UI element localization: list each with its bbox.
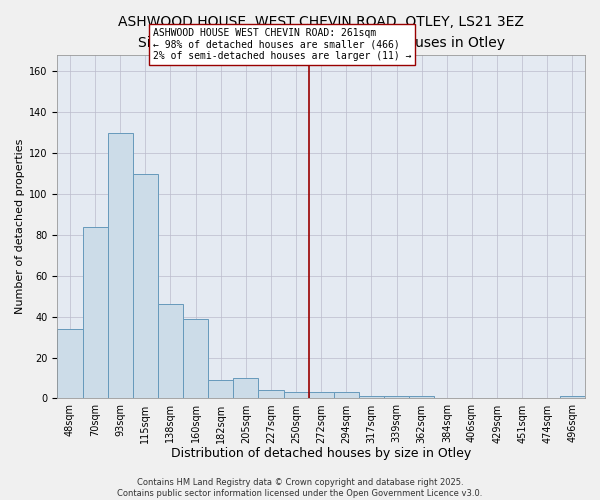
Title: ASHWOOD HOUSE, WEST CHEVIN ROAD, OTLEY, LS21 3EZ
Size of property relative to de: ASHWOOD HOUSE, WEST CHEVIN ROAD, OTLEY, … xyxy=(118,15,524,50)
Bar xyxy=(284,392,308,398)
X-axis label: Distribution of detached houses by size in Otley: Distribution of detached houses by size … xyxy=(171,447,472,460)
Text: ASHWOOD HOUSE WEST CHEVIN ROAD: 261sqm
← 98% of detached houses are smaller (466: ASHWOOD HOUSE WEST CHEVIN ROAD: 261sqm ←… xyxy=(153,28,412,61)
Bar xyxy=(334,392,359,398)
Bar xyxy=(359,396,384,398)
Bar xyxy=(208,380,233,398)
Text: Contains HM Land Registry data © Crown copyright and database right 2025.
Contai: Contains HM Land Registry data © Crown c… xyxy=(118,478,482,498)
Bar xyxy=(58,329,83,398)
Bar xyxy=(83,226,107,398)
Bar xyxy=(384,396,409,398)
Bar xyxy=(308,392,334,398)
Bar xyxy=(560,396,585,398)
Bar xyxy=(183,318,208,398)
Bar xyxy=(133,174,158,398)
Bar xyxy=(233,378,259,398)
Bar xyxy=(259,390,284,398)
Bar xyxy=(107,132,133,398)
Bar xyxy=(409,396,434,398)
Bar xyxy=(158,304,183,398)
Y-axis label: Number of detached properties: Number of detached properties xyxy=(15,139,25,314)
